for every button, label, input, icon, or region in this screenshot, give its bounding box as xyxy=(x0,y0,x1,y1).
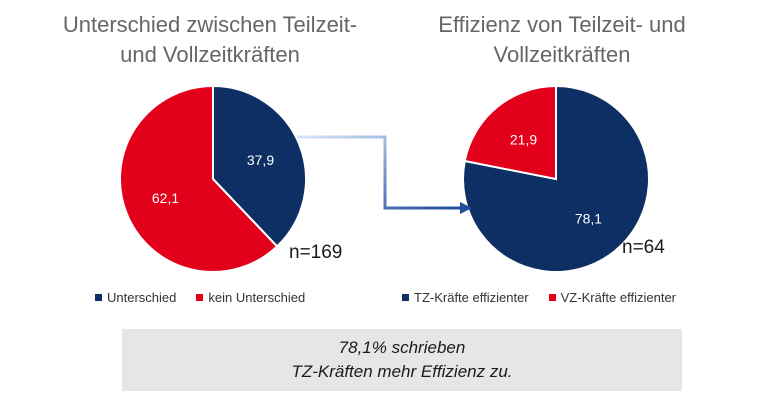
summary-note-line2: TZ-Kräften mehr Effizienz zu. xyxy=(291,362,513,381)
legend-swatch-navy xyxy=(402,294,409,301)
legend-label: VZ-Kräfte effizienter xyxy=(560,290,677,305)
legend-label: Unterschied xyxy=(107,290,177,305)
legend-left: Unterschied kein Unterschied xyxy=(95,290,305,305)
chart-title-left-line2: und Vollzeitkräften xyxy=(120,42,300,67)
connector-arrow xyxy=(297,135,462,210)
legend-item: TZ-Kräfte effizienter xyxy=(402,290,529,305)
pie-chart-left: 37,9 62,1 xyxy=(119,84,307,273)
legend-item: kein Unterschied xyxy=(196,290,305,305)
pie-slice-unterschied xyxy=(212,84,307,248)
connector-arrowhead xyxy=(460,202,472,214)
pie-data-label: 37,9 xyxy=(247,152,274,168)
legend-swatch-navy xyxy=(95,294,102,301)
legend-swatch-red xyxy=(196,294,204,301)
legend-item: Unterschied xyxy=(95,290,176,305)
pie-data-label: 78,1 xyxy=(575,211,602,227)
sample-size-left: n=169 xyxy=(289,242,342,263)
chart-title-left-line1: Unterschied zwischen Teilzeit- xyxy=(62,12,358,37)
chart-title-right-line2: Vollzeitkräften xyxy=(493,42,631,67)
pie-chart-right: 78,1 21,9 xyxy=(462,84,650,273)
pie-data-label: 21,9 xyxy=(510,131,537,147)
chart-title-left: Unterschied zwischen Teilzeit- und Vollz… xyxy=(30,10,390,70)
pie-slice-kein-unterschied xyxy=(119,84,279,273)
legend-label: TZ-Kräfte effizienter xyxy=(414,290,529,305)
pie-data-label: 62,1 xyxy=(152,190,179,206)
summary-note-line1: 78,1% schrieben xyxy=(338,338,466,357)
summary-note: 78,1% schrieben TZ-Kräften mehr Effizien… xyxy=(122,329,682,391)
chart-title-right: Effizienz von Teilzeit- und Vollzeitkräf… xyxy=(382,10,742,70)
legend-right: TZ-Kräfte effizienter VZ-Kräfte effizien… xyxy=(402,290,676,305)
legend-swatch-red xyxy=(548,294,556,301)
chart-title-right-line1: Effizienz von Teilzeit- und xyxy=(438,12,686,37)
pie-slice-vz-kr-fte-effizienter xyxy=(463,84,557,181)
sample-size-right: n=64 xyxy=(622,237,665,258)
legend-label: kein Unterschied xyxy=(208,290,306,305)
legend-item: VZ-Kräfte effizienter xyxy=(548,290,677,305)
